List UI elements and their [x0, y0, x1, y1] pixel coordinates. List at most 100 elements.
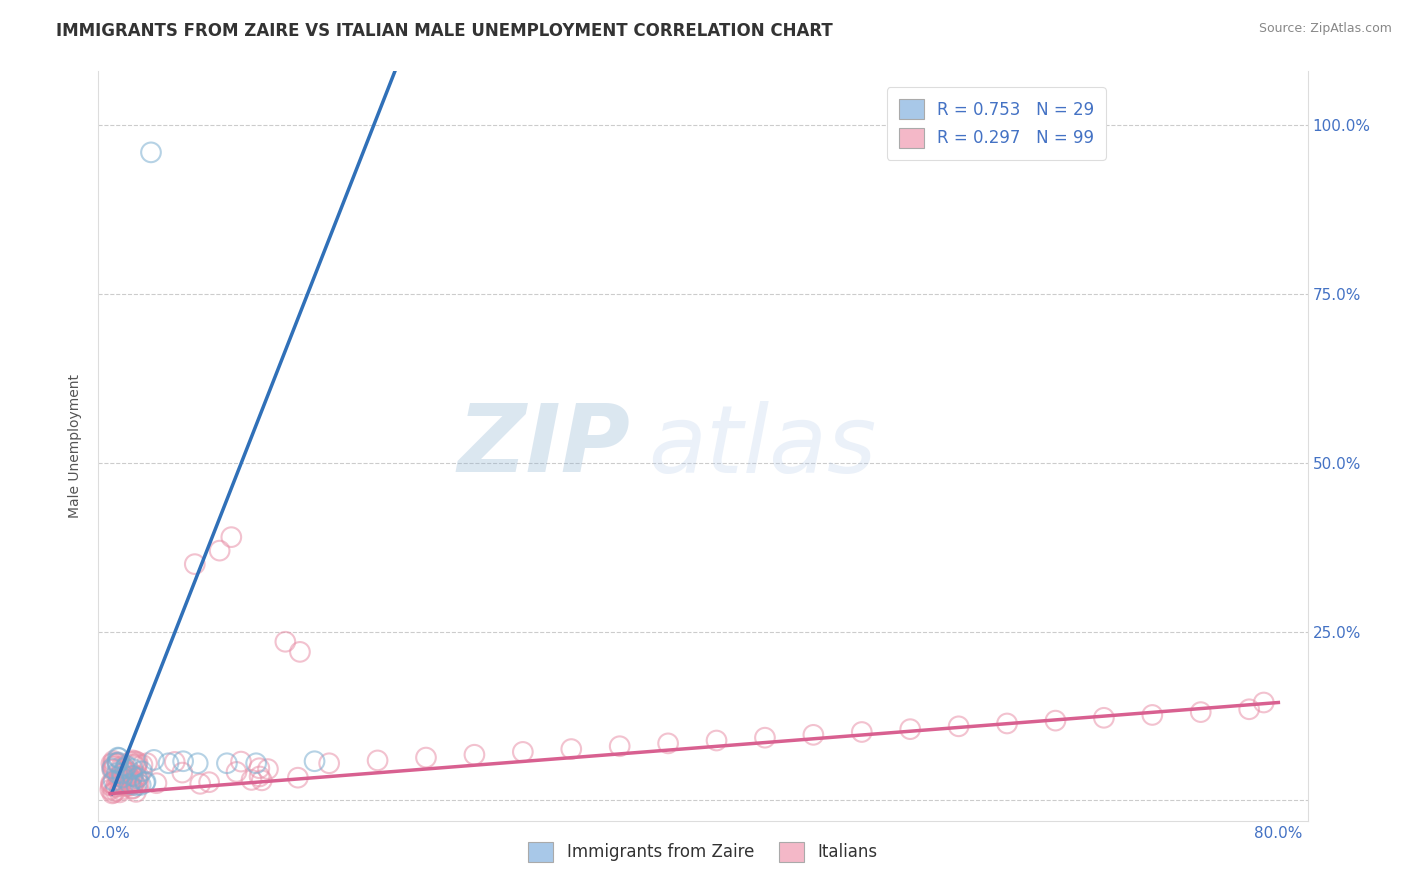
Point: [250, 773, 273, 788]
Point: [122, 775, 145, 789]
Point: [851, 725, 873, 739]
Point: [187, 756, 209, 771]
Point: [101, 786, 124, 800]
Point: [114, 779, 136, 793]
Point: [139, 145, 162, 160]
Point: [108, 770, 131, 784]
Point: [512, 745, 534, 759]
Point: [125, 757, 148, 772]
Point: [118, 777, 141, 791]
Point: [172, 754, 194, 768]
Point: [172, 765, 194, 780]
Point: [127, 756, 149, 770]
Point: [136, 756, 159, 771]
Point: [415, 750, 437, 764]
Point: [463, 747, 485, 762]
Point: [118, 778, 141, 792]
Point: [1189, 705, 1212, 719]
Point: [118, 770, 141, 784]
Point: [115, 770, 138, 784]
Point: [240, 772, 263, 787]
Point: [125, 759, 148, 773]
Point: [142, 753, 165, 767]
Point: [163, 755, 186, 769]
Point: [104, 779, 127, 793]
Point: [560, 742, 582, 756]
Point: [898, 722, 921, 736]
Point: [657, 736, 679, 750]
Point: [115, 759, 138, 773]
Point: [121, 772, 143, 787]
Point: [135, 774, 157, 789]
Point: [121, 769, 143, 783]
Point: [121, 781, 143, 796]
Point: [125, 785, 148, 799]
Point: [105, 756, 128, 770]
Point: [103, 786, 125, 800]
Point: [101, 763, 124, 777]
Point: [801, 728, 824, 742]
Point: [101, 776, 124, 790]
Point: [117, 778, 139, 792]
Point: [108, 772, 131, 787]
Point: [1142, 708, 1164, 723]
Point: [100, 756, 122, 771]
Point: [121, 762, 143, 776]
Point: [1237, 702, 1260, 716]
Point: [288, 645, 311, 659]
Point: [127, 771, 149, 785]
Point: [100, 779, 122, 793]
Point: [107, 756, 129, 771]
Point: [101, 759, 124, 773]
Point: [274, 634, 297, 648]
Point: [114, 765, 136, 780]
Point: [107, 756, 129, 770]
Point: [995, 716, 1018, 731]
Point: [198, 775, 221, 789]
Point: [108, 751, 131, 765]
Point: [108, 785, 131, 799]
Point: [120, 766, 142, 780]
Point: [609, 739, 631, 754]
Point: [112, 777, 135, 791]
Point: [104, 784, 127, 798]
Point: [221, 530, 243, 544]
Point: [110, 774, 132, 789]
Point: [117, 765, 139, 780]
Point: [108, 777, 131, 791]
Point: [247, 761, 270, 775]
Point: [114, 764, 136, 778]
Point: [103, 762, 125, 776]
Point: [245, 756, 267, 771]
Point: [1253, 696, 1275, 710]
Point: [157, 756, 180, 771]
Point: [145, 776, 167, 790]
Point: [103, 759, 125, 773]
Point: [188, 777, 211, 791]
Text: ZIP: ZIP: [457, 400, 630, 492]
Point: [122, 757, 145, 772]
Text: Source: ZipAtlas.com: Source: ZipAtlas.com: [1258, 22, 1392, 36]
Text: atlas: atlas: [648, 401, 877, 491]
Point: [120, 755, 142, 769]
Point: [304, 754, 326, 768]
Point: [128, 769, 150, 783]
Y-axis label: Male Unemployment: Male Unemployment: [69, 374, 83, 518]
Point: [1045, 714, 1067, 728]
Point: [129, 778, 152, 792]
Point: [110, 783, 132, 797]
Point: [131, 757, 153, 772]
Point: [124, 754, 146, 768]
Point: [101, 761, 124, 775]
Legend: Immigrants from Zaire, Italians: Immigrants from Zaire, Italians: [522, 835, 884, 869]
Point: [111, 771, 134, 785]
Point: [115, 779, 138, 793]
Point: [127, 777, 149, 791]
Point: [121, 769, 143, 783]
Point: [257, 762, 280, 776]
Point: [111, 766, 134, 780]
Point: [103, 773, 125, 788]
Point: [367, 753, 389, 767]
Point: [318, 756, 340, 771]
Point: [131, 764, 153, 779]
